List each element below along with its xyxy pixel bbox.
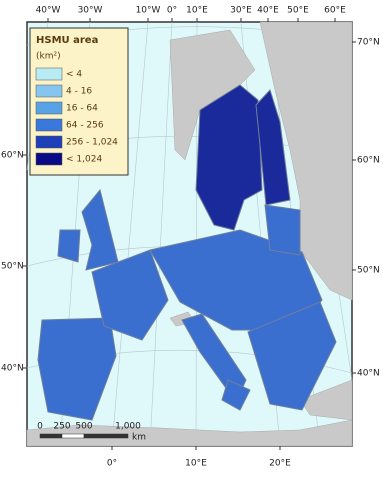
right-label: 40°N (357, 369, 380, 379)
right-label: 50°N (357, 266, 380, 276)
top-label: 0° (167, 6, 177, 16)
scale-segment (39, 433, 63, 439)
scale-label: 250 (53, 422, 70, 432)
legend-label: 64 - 256 (66, 121, 104, 131)
legend-label: < 1,024 (66, 155, 102, 165)
top-label: 40°W (36, 6, 61, 16)
bottom-label: 10°E (185, 459, 207, 469)
bottom-label: 20°E (269, 459, 291, 469)
legend-swatch (35, 101, 63, 115)
left-label: 50°N (1, 262, 24, 272)
legend-swatch (35, 84, 63, 98)
top-label: 40°E (257, 6, 279, 16)
top-label: 10°W (136, 6, 161, 16)
bottom-label: 0° (107, 459, 117, 469)
scale-segment (61, 433, 85, 439)
scale-segment (83, 433, 129, 439)
top-label: 30°W (78, 6, 103, 16)
right-label: 60°N (357, 156, 380, 166)
left-label: 60°N (1, 151, 24, 161)
right-label: 70°N (357, 38, 380, 48)
legend-title: HSMU area (36, 35, 98, 46)
legend-items: < 4 4 - 16 16 - 64 64 - 256 256 - 1,024 < 1,0… (35, 67, 118, 166)
legend-swatch (35, 152, 63, 166)
legend: HSMU area (km²) < 4 4 - 16 16 - 64 64 - 256… (29, 27, 129, 176)
legend-label: 16 - 64 (66, 104, 98, 114)
legend-label: 4 - 16 (66, 87, 92, 97)
legend-label: 256 - 1,024 (66, 138, 118, 148)
legend-box (29, 27, 129, 176)
top-label: 50°E (287, 6, 309, 16)
scale-label: 1,000 (115, 422, 141, 432)
scale-label: 500 (75, 422, 92, 432)
top-label: 60°E (324, 6, 346, 16)
scale-label: 0 (37, 422, 43, 432)
eu-regions (37, 188, 337, 421)
top-label: 10°E (186, 6, 208, 16)
legend-swatch (35, 67, 63, 81)
legend-swatch (35, 118, 63, 132)
coordinate-labels: 40°W 30°W 10°W 0° 10°E 30°E 40°E 50°E 60°E 70°N 60… (1, 6, 380, 469)
left-label: 40°N (1, 364, 24, 374)
legend-unit: (km²) (36, 52, 61, 62)
top-label: 30°E (230, 6, 252, 16)
nordic-regions (195, 84, 291, 231)
legend-label: < 4 (66, 70, 82, 80)
scale-unit: km (132, 433, 146, 443)
legend-swatch (35, 135, 63, 149)
